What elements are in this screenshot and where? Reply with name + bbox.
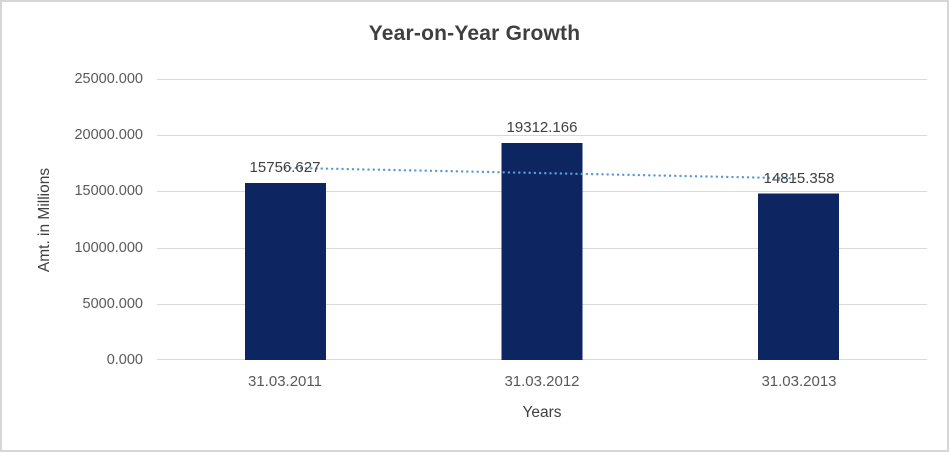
y-tick-label: 0.000 xyxy=(106,352,143,368)
data-label: 14815.358 xyxy=(763,170,835,187)
y-tick-label: 20000.000 xyxy=(74,127,143,143)
y-tick-label: 25000.000 xyxy=(74,71,143,87)
data-label: 15756.627 xyxy=(249,159,321,176)
x-tick-label: 31.03.2012 xyxy=(504,373,580,390)
y-tick-label: 15000.000 xyxy=(74,183,143,199)
y-tick-label: 10000.000 xyxy=(74,240,143,256)
x-tick-label: 31.03.2011 xyxy=(248,373,322,390)
bar xyxy=(758,193,840,360)
x-tick-label: 31.03.2013 xyxy=(761,373,837,390)
x-axis-title: Years xyxy=(522,404,562,421)
chart-title: Year-on-Year Growth xyxy=(368,22,581,45)
bar xyxy=(501,142,583,360)
bar xyxy=(244,182,326,360)
data-label: 19312.166 xyxy=(506,119,578,136)
plot-area xyxy=(157,79,927,360)
y-tick-label: 5000.000 xyxy=(82,296,143,312)
